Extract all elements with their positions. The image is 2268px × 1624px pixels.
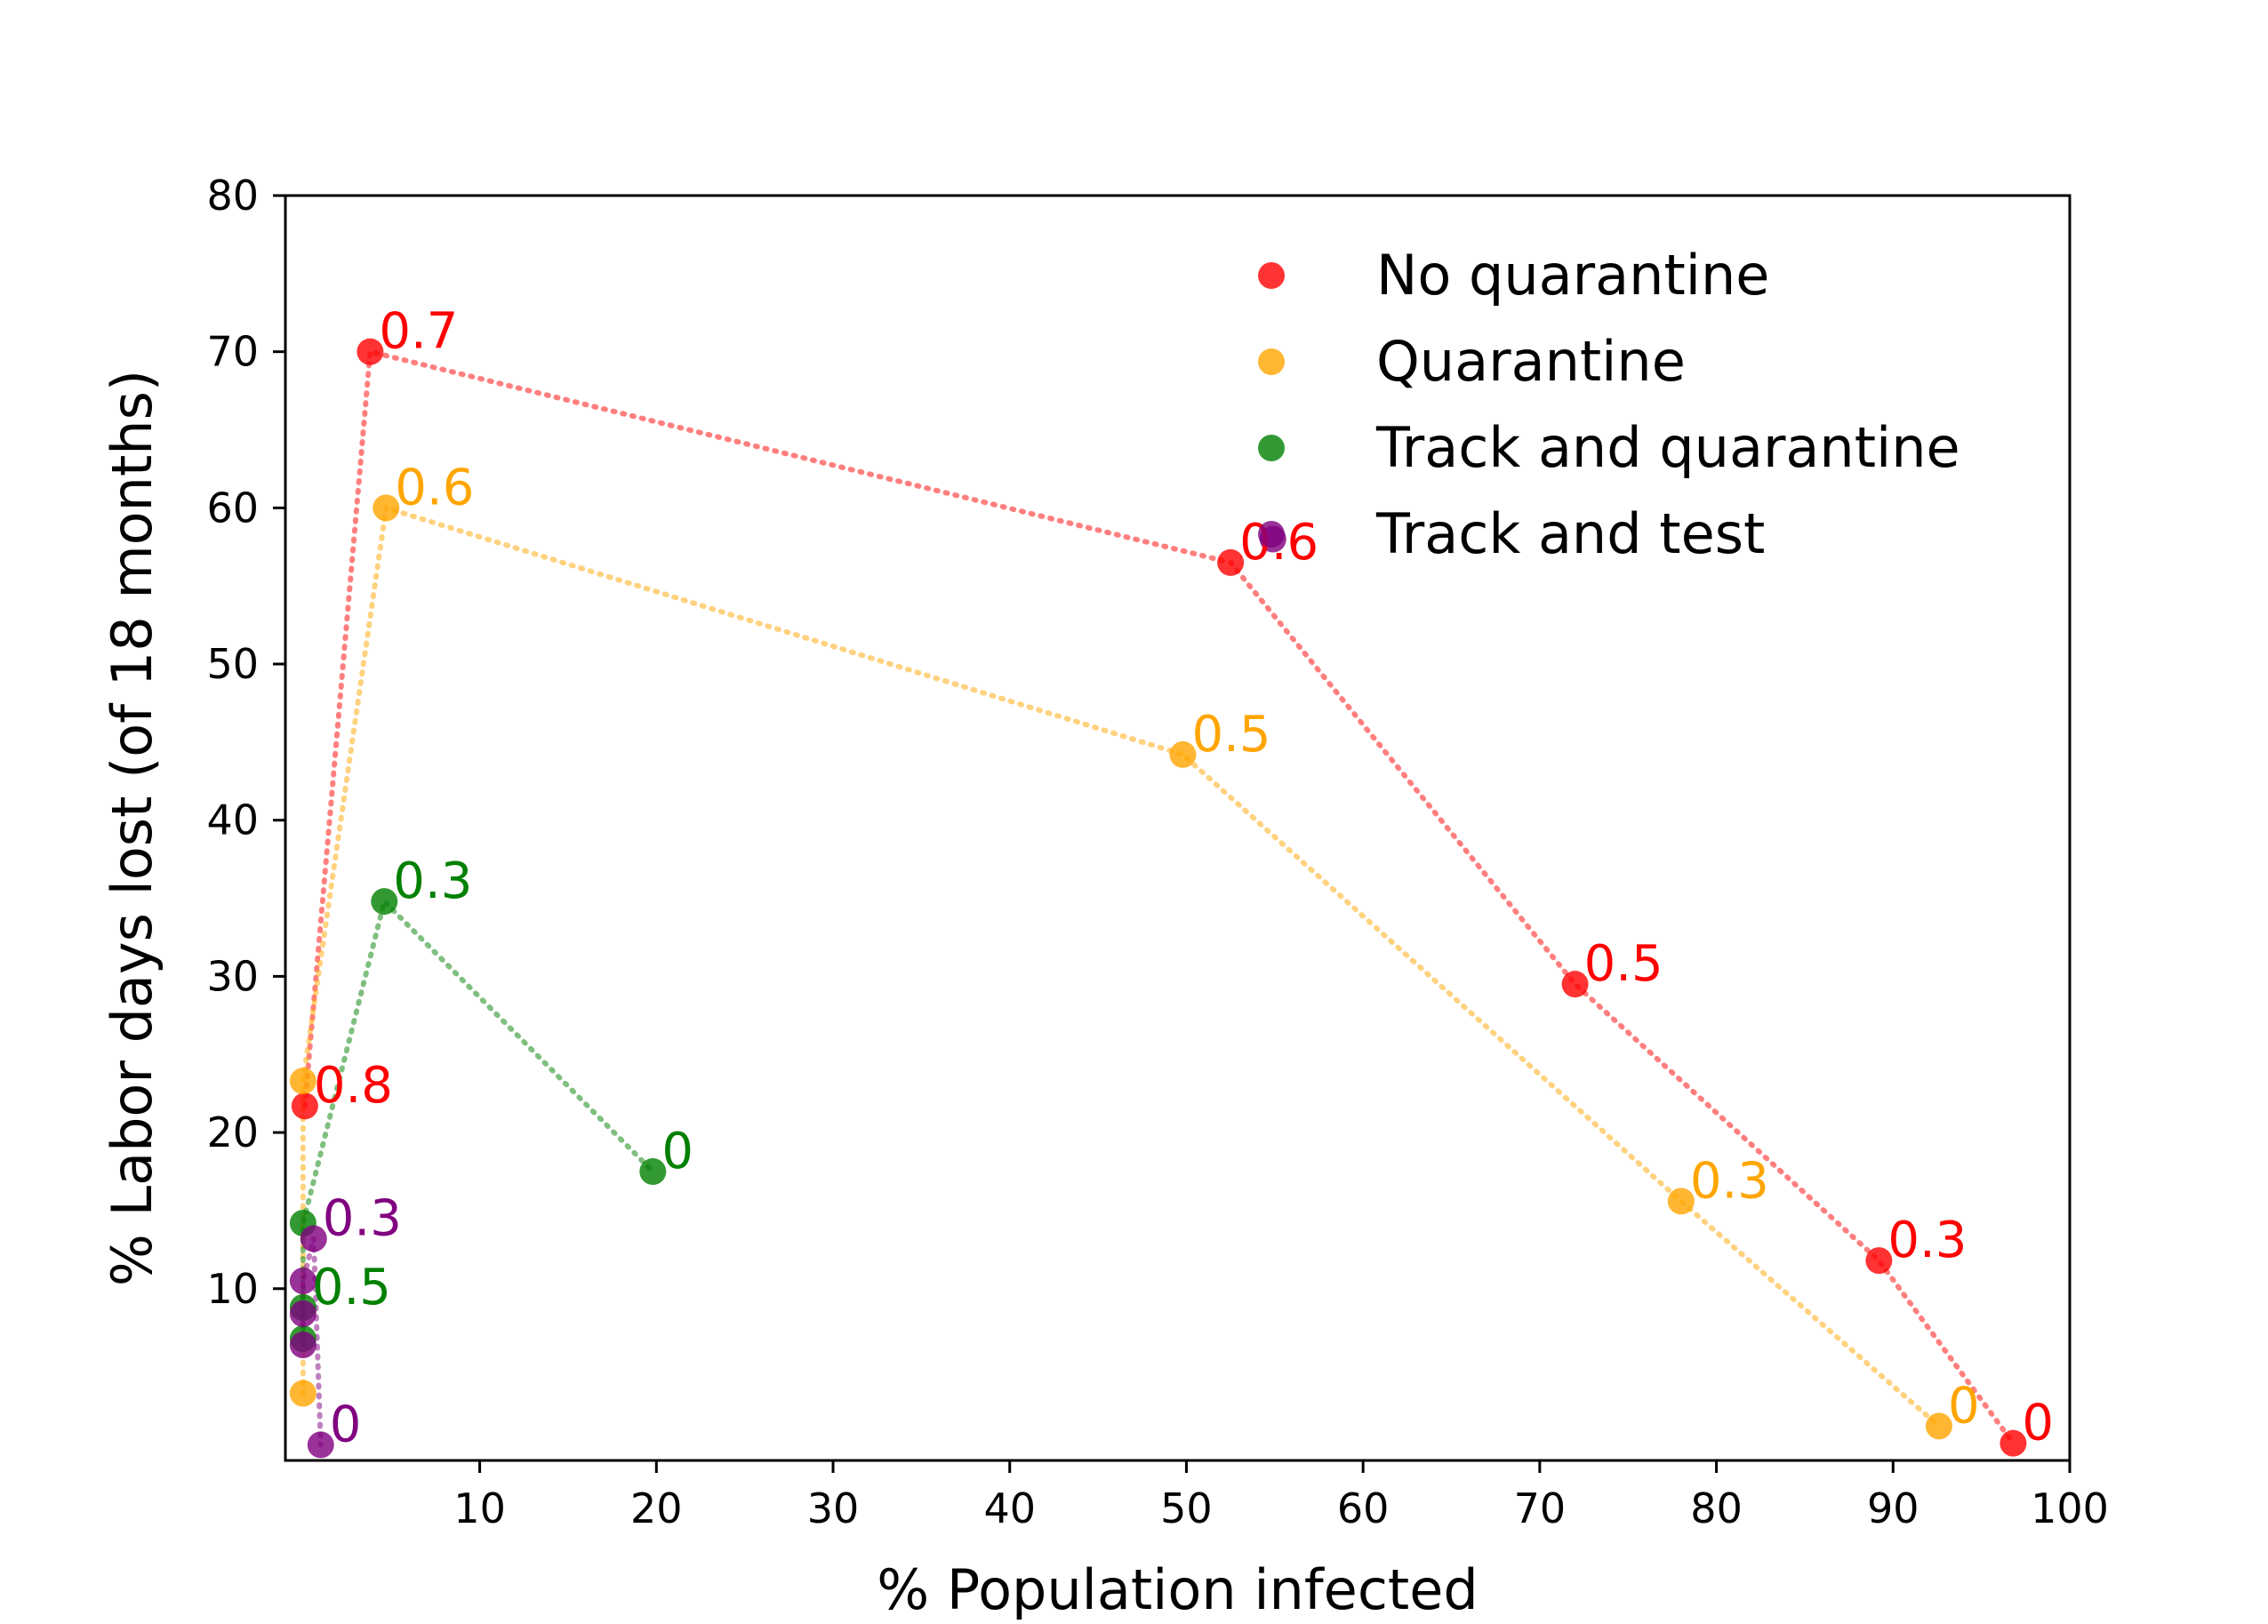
y-tick-label: 10 — [206, 1265, 259, 1313]
data-label: 0 — [1948, 1377, 1980, 1435]
data-label: 0 — [2022, 1395, 2054, 1452]
x-tick-label: 70 — [1514, 1484, 1567, 1532]
data-point — [289, 1267, 317, 1294]
x-tick-label: 20 — [630, 1484, 683, 1532]
data-point — [289, 1068, 317, 1095]
legend-label: Track and test — [1375, 501, 1765, 566]
legend-label: No quarantine — [1376, 243, 1769, 308]
data-point — [1667, 1188, 1695, 1215]
y-tick-label: 70 — [206, 328, 259, 376]
data-point — [289, 1331, 317, 1358]
y-tick-label: 60 — [206, 484, 259, 532]
legend-marker — [1258, 521, 1285, 548]
y-axis-label: % Labor days lost (of 18 months) — [100, 370, 164, 1286]
y-tick-label: 30 — [206, 952, 259, 1000]
x-tick-label: 90 — [1867, 1484, 1919, 1532]
legend-label: Quarantine — [1376, 329, 1686, 394]
legend-marker — [1258, 262, 1285, 289]
legend-marker — [1258, 348, 1285, 375]
series-points — [289, 338, 2027, 1459]
x-tick-label: 40 — [983, 1484, 1036, 1532]
series-line-0 — [301, 348, 2016, 1446]
data-point — [1217, 548, 1245, 576]
data-point — [300, 1225, 327, 1252]
data-point — [357, 338, 384, 365]
data-label: 0.3 — [1690, 1152, 1769, 1210]
point-labels: 0.80.70.60.50.300.60.50.300.50.300.30 — [312, 303, 2054, 1454]
x-tick-label: 30 — [807, 1484, 860, 1532]
data-point — [639, 1157, 667, 1185]
series-line-1 — [300, 504, 1942, 1429]
x-axis-label: % Population infected — [877, 1557, 1478, 1620]
data-label: 0.5 — [1584, 935, 1663, 993]
data-point — [1865, 1247, 1893, 1275]
data-label: 0.7 — [379, 303, 458, 361]
x-tick-label: 80 — [1690, 1484, 1743, 1532]
data-label: 0.5 — [312, 1259, 391, 1316]
x-tick-label: 60 — [1337, 1484, 1390, 1532]
data-label: 0 — [661, 1123, 693, 1180]
legend-label: Track and quarantine — [1375, 415, 1960, 480]
data-label: 0.5 — [1191, 706, 1270, 764]
data-point — [371, 888, 398, 916]
data-point — [1561, 971, 1589, 998]
plot-frame — [284, 194, 2072, 1462]
data-label: 0.3 — [323, 1190, 402, 1248]
data-point — [1169, 740, 1197, 768]
data-point — [307, 1431, 334, 1459]
x-tick-label: 50 — [1160, 1484, 1213, 1532]
x-tick-label: 100 — [2031, 1484, 2109, 1532]
y-tick-label: 20 — [206, 1108, 259, 1156]
data-label: 0.3 — [1887, 1212, 1967, 1269]
data-label: 0.3 — [393, 852, 472, 910]
data-label: 0 — [330, 1396, 362, 1453]
data-label: 0.8 — [314, 1057, 393, 1115]
y-tick-label: 50 — [206, 640, 259, 688]
axes: 10 20 30 40 50 60 70 80 90 100 10 20 30 40 50 60 70 80 % P… — [100, 172, 2109, 1622]
data-point — [373, 494, 400, 522]
data-label: 0.6 — [395, 459, 474, 516]
data-point — [289, 1300, 317, 1327]
data-point — [2000, 1429, 2027, 1457]
data-point — [1925, 1412, 1952, 1440]
legend: No quarantine Quarantine Track and quarant… — [1258, 243, 1960, 566]
y-tick-label: 40 — [206, 796, 259, 844]
data-point — [291, 1092, 318, 1120]
x-tick-label: 10 — [453, 1484, 506, 1532]
data-point — [289, 1380, 317, 1407]
legend-marker — [1258, 435, 1285, 461]
y-tick-label: 80 — [206, 172, 259, 220]
